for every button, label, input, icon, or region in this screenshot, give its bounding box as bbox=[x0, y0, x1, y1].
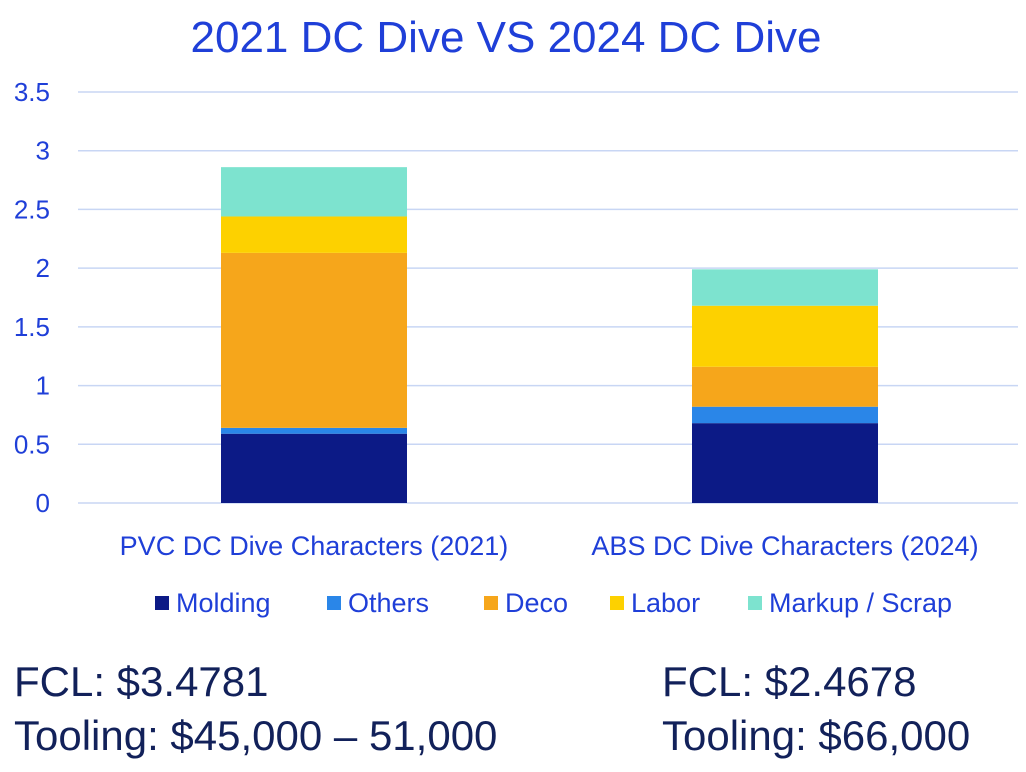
tooling-2021: Tooling: $45,000 – 51,000 bbox=[14, 712, 498, 759]
legend-swatch-markup bbox=[748, 596, 762, 610]
bar-segment-labor bbox=[221, 216, 407, 253]
fcl-2024: FCL: $2.4678 bbox=[662, 658, 917, 705]
legend-swatch-others bbox=[327, 596, 341, 610]
bar-segment-deco bbox=[692, 366, 878, 407]
bar-segment-molding bbox=[692, 423, 878, 503]
stacked-bar-chart: 2021 DC Dive VS 2024 DC Dive 0 0.5 1 1.5 2 2.5… bbox=[14, 13, 1018, 618]
legend-swatch-deco bbox=[484, 596, 498, 610]
legend-label: Markup / Scrap bbox=[769, 588, 952, 618]
y-tick-label: 2 bbox=[36, 253, 50, 283]
bar-segment-molding bbox=[221, 433, 407, 503]
bar-segment-markup bbox=[692, 269, 878, 306]
x-category-label: PVC DC Dive Characters (2021) bbox=[120, 531, 509, 561]
y-tick-label: 3.5 bbox=[14, 77, 50, 107]
bar-segment-labor bbox=[692, 305, 878, 367]
x-category-label: ABS DC Dive Characters (2024) bbox=[591, 531, 978, 561]
y-tick-label: 2.5 bbox=[14, 194, 50, 224]
legend-swatch-labor bbox=[610, 596, 624, 610]
chart-title: 2021 DC Dive VS 2024 DC Dive bbox=[191, 13, 822, 62]
legend-label: Deco bbox=[505, 588, 568, 618]
legend-swatch-molding bbox=[155, 596, 169, 610]
bar-segment-deco bbox=[221, 252, 407, 428]
y-tick-label: 1.5 bbox=[14, 312, 50, 342]
legend-label: Others bbox=[348, 588, 429, 618]
tooling-2024: Tooling: $66,000 bbox=[662, 712, 971, 759]
y-tick-label: 1 bbox=[36, 371, 50, 401]
legend-label: Molding bbox=[176, 588, 271, 618]
y-tick-label: 0.5 bbox=[14, 429, 50, 459]
bar-segment-others bbox=[692, 406, 878, 424]
bar-segment-others bbox=[221, 427, 407, 434]
bar-segment-markup bbox=[221, 167, 407, 217]
y-tick-label: 0 bbox=[36, 488, 50, 518]
y-tick-label: 3 bbox=[36, 136, 50, 166]
fcl-2021: FCL: $3.4781 bbox=[14, 658, 269, 705]
legend-label: Labor bbox=[631, 588, 700, 618]
